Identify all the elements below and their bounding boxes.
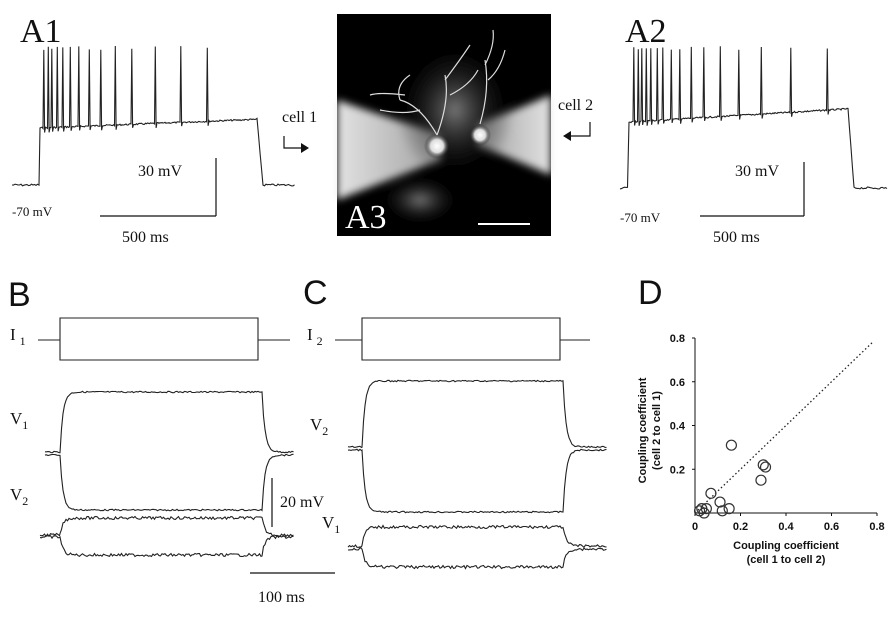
y-tick-label: 0.4 [670, 421, 686, 433]
voltage-trace [347, 448, 607, 514]
trace-label: V1 [10, 409, 28, 432]
y-tick-label: 0.8 [670, 333, 685, 345]
x-tick-label: 0.4 [778, 521, 794, 533]
voltage-trace [44, 453, 294, 512]
point [723, 503, 735, 515]
arrow [283, 136, 302, 149]
arrow [570, 122, 591, 137]
cell-label: cell 1 [282, 109, 317, 126]
voltage-trace [347, 546, 607, 570]
voltage-trace [619, 46, 888, 190]
identity-line [694, 341, 873, 514]
scale-label: 20 mV [280, 494, 324, 511]
point [716, 505, 728, 517]
point [759, 461, 772, 473]
rest-label: -70 mV [620, 210, 661, 225]
scale-label: 30 mV [138, 163, 182, 180]
arrow-head [301, 143, 309, 153]
point [700, 503, 712, 515]
panel-label: A2 [625, 13, 667, 50]
panel-label: A1 [20, 13, 62, 50]
trace-label: V2 [10, 485, 28, 508]
point [757, 459, 769, 471]
panel-label: D [638, 274, 663, 312]
current-step [38, 317, 290, 361]
y-axis-label: (cell 2 to cell 1) [651, 391, 663, 470]
voltage-trace [39, 515, 294, 538]
x-tick-label: 0 [692, 521, 698, 533]
voltage-trace [45, 390, 294, 454]
voltage-trace [347, 524, 607, 549]
point [705, 487, 717, 499]
point [714, 496, 726, 508]
trace-label: V2 [310, 415, 328, 438]
scale-label: 100 ms [258, 589, 305, 606]
x-tick-label: 0.2 [733, 521, 748, 533]
point [725, 439, 738, 451]
voltage-trace [11, 45, 295, 187]
point [755, 474, 767, 486]
scale-label: 500 ms [122, 229, 169, 246]
y-tick-label: 0.6 [670, 377, 685, 389]
x-tick-label: 0.8 [869, 521, 884, 533]
scale-label: 30 mV [735, 163, 779, 180]
voltage-trace [39, 534, 294, 558]
panel-label: C [303, 274, 328, 312]
panel-label: A3 [345, 199, 387, 236]
trace-label: V1 [322, 513, 340, 536]
x-axis-label: Coupling coefficient [733, 540, 839, 552]
current-step [335, 317, 590, 361]
voltage-trace [347, 379, 607, 449]
y-axis-label: Coupling coefficient [637, 377, 649, 483]
micrograph [337, 14, 551, 236]
rest-label: -70 mV [12, 204, 53, 219]
scale-label: 500 ms [713, 229, 760, 246]
y-tick-label: 0.2 [670, 464, 685, 476]
cell-label: cell 2 [558, 97, 593, 114]
x-axis-label: (cell 1 to cell 2) [747, 554, 826, 566]
arrow-head [563, 131, 571, 141]
x-tick-label: 0.6 [824, 521, 839, 533]
panel-label: B [8, 276, 31, 314]
